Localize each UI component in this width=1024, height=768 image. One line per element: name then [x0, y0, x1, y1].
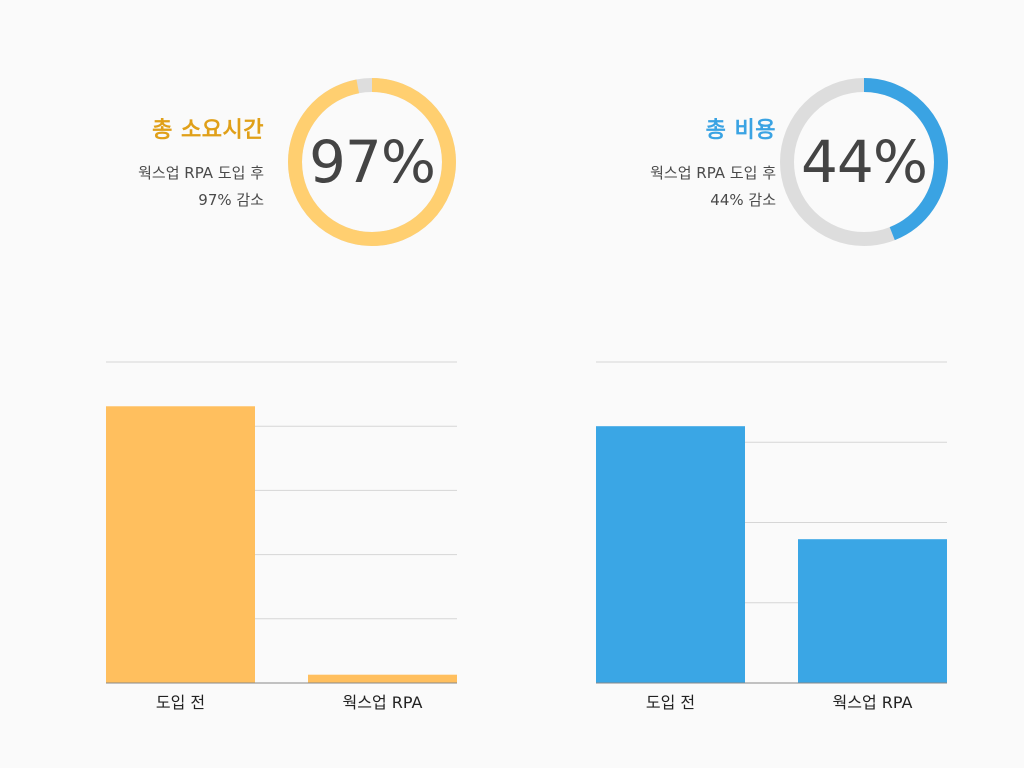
time-category-label-1: 웍스업 RPA [343, 693, 423, 712]
time-stat-desc-line2: 97% 감소 [198, 191, 264, 209]
time-stat-text: 총 소요시간 웍스업 RPA 도입 후 97% 감소 [44, 112, 264, 214]
time-donut-arc [288, 78, 456, 246]
cost-donut-arc [780, 78, 948, 246]
time-panel: 총 소요시간 웍스업 RPA 도입 후 97% 감소 97% 도입 전 웍스업 R… [44, 76, 458, 712]
time-bar-0 [106, 406, 255, 683]
cost-stat-text: 총 비용 웍스업 RPA 도입 후 44% 감소 [556, 112, 776, 214]
time-donut-svg [288, 78, 456, 246]
time-bar-chart: 도입 전 웍스업 RPA [106, 361, 457, 712]
cost-bar-0 [596, 426, 745, 683]
cost-stat-desc-line2: 44% 감소 [710, 191, 776, 209]
cost-panel: 총 비용 웍스업 RPA 도입 후 44% 감소 44% 도입 전 웍스업 RPA [512, 0, 1024, 768]
cost-category-label-0: 도입 전 [646, 693, 695, 712]
time-category-label-0: 도입 전 [156, 693, 205, 712]
time-donut-chart: 97% [286, 76, 458, 248]
time-stat-desc-line1: 웍스업 RPA 도입 후 [138, 164, 264, 182]
cost-bar-1 [798, 539, 947, 683]
time-stat-title: 총 소요시간 [152, 118, 264, 143]
cost-bar-chart: 도입 전 웍스업 RPA [596, 361, 947, 712]
cost-stat-desc-line1: 웍스업 RPA 도입 후 [650, 164, 776, 182]
cost-donut-chart: 44% [778, 76, 950, 248]
cost-category-label-1: 웍스업 RPA [833, 693, 913, 712]
cost-donut-percent: 44% [801, 128, 928, 196]
time-donut-percent: 97% [309, 128, 436, 196]
cost-stat-title: 총 비용 [705, 118, 776, 143]
cost-donut-svg [780, 78, 948, 246]
time-bar-1 [308, 674, 457, 683]
